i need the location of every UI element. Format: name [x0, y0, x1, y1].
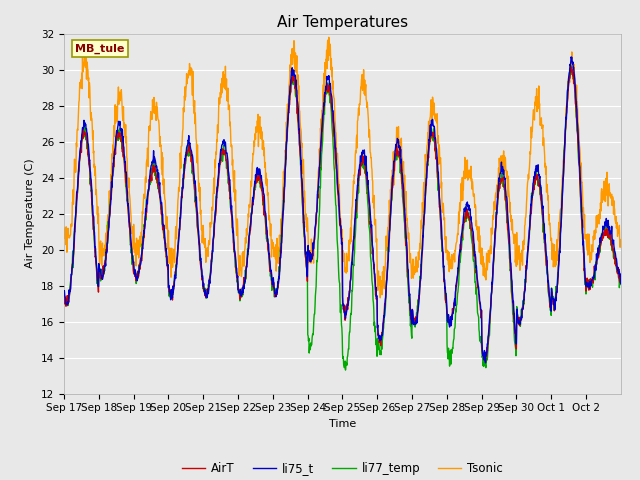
Title: Air Temperatures: Air Temperatures [277, 15, 408, 30]
li75_t [317, 136, 325, 142]
AirT [147, 172, 155, 178]
li77_temp [342, 367, 349, 373]
AirT [567, 64, 575, 70]
Tsonic [328, 64, 336, 70]
li77_temp [317, 167, 325, 172]
Text: MB_tule: MB_tule [75, 44, 125, 54]
li77_temp [474, 312, 482, 317]
li77_temp [147, 166, 155, 172]
Line: AirT: AirT [64, 67, 621, 361]
Legend: AirT, li75_t, li77_temp, Tsonic: AirT, li75_t, li77_temp, Tsonic [177, 457, 508, 480]
li75_t [474, 278, 481, 284]
AirT [474, 285, 481, 290]
X-axis label: Time: Time [329, 419, 356, 429]
AirT [556, 246, 563, 252]
li77_temp [328, 117, 335, 123]
li77_temp [617, 279, 625, 285]
Tsonic [147, 110, 155, 116]
li75_t [567, 54, 575, 60]
li75_t [482, 360, 490, 366]
Tsonic [617, 237, 625, 242]
li77_temp [60, 293, 68, 299]
li75_t [60, 289, 68, 295]
li77_temp [611, 256, 618, 262]
Tsonic [474, 234, 482, 240]
Tsonic [376, 295, 384, 300]
AirT [60, 288, 68, 294]
Line: li77_temp: li77_temp [64, 66, 621, 370]
Tsonic [60, 225, 68, 230]
li75_t [147, 163, 155, 168]
Tsonic [611, 205, 618, 211]
AirT [482, 359, 490, 364]
li77_temp [567, 63, 575, 69]
AirT [328, 105, 335, 110]
li77_temp [556, 245, 563, 251]
Line: Tsonic: Tsonic [64, 37, 621, 298]
li75_t [617, 281, 625, 287]
Tsonic [325, 35, 333, 40]
li75_t [328, 94, 335, 99]
AirT [611, 256, 618, 262]
li75_t [611, 245, 618, 251]
Tsonic [556, 212, 564, 218]
Line: li75_t: li75_t [64, 57, 621, 363]
li75_t [556, 248, 563, 254]
Tsonic [317, 116, 325, 122]
Y-axis label: Air Temperature (C): Air Temperature (C) [26, 159, 35, 268]
AirT [617, 276, 625, 282]
AirT [317, 140, 325, 146]
